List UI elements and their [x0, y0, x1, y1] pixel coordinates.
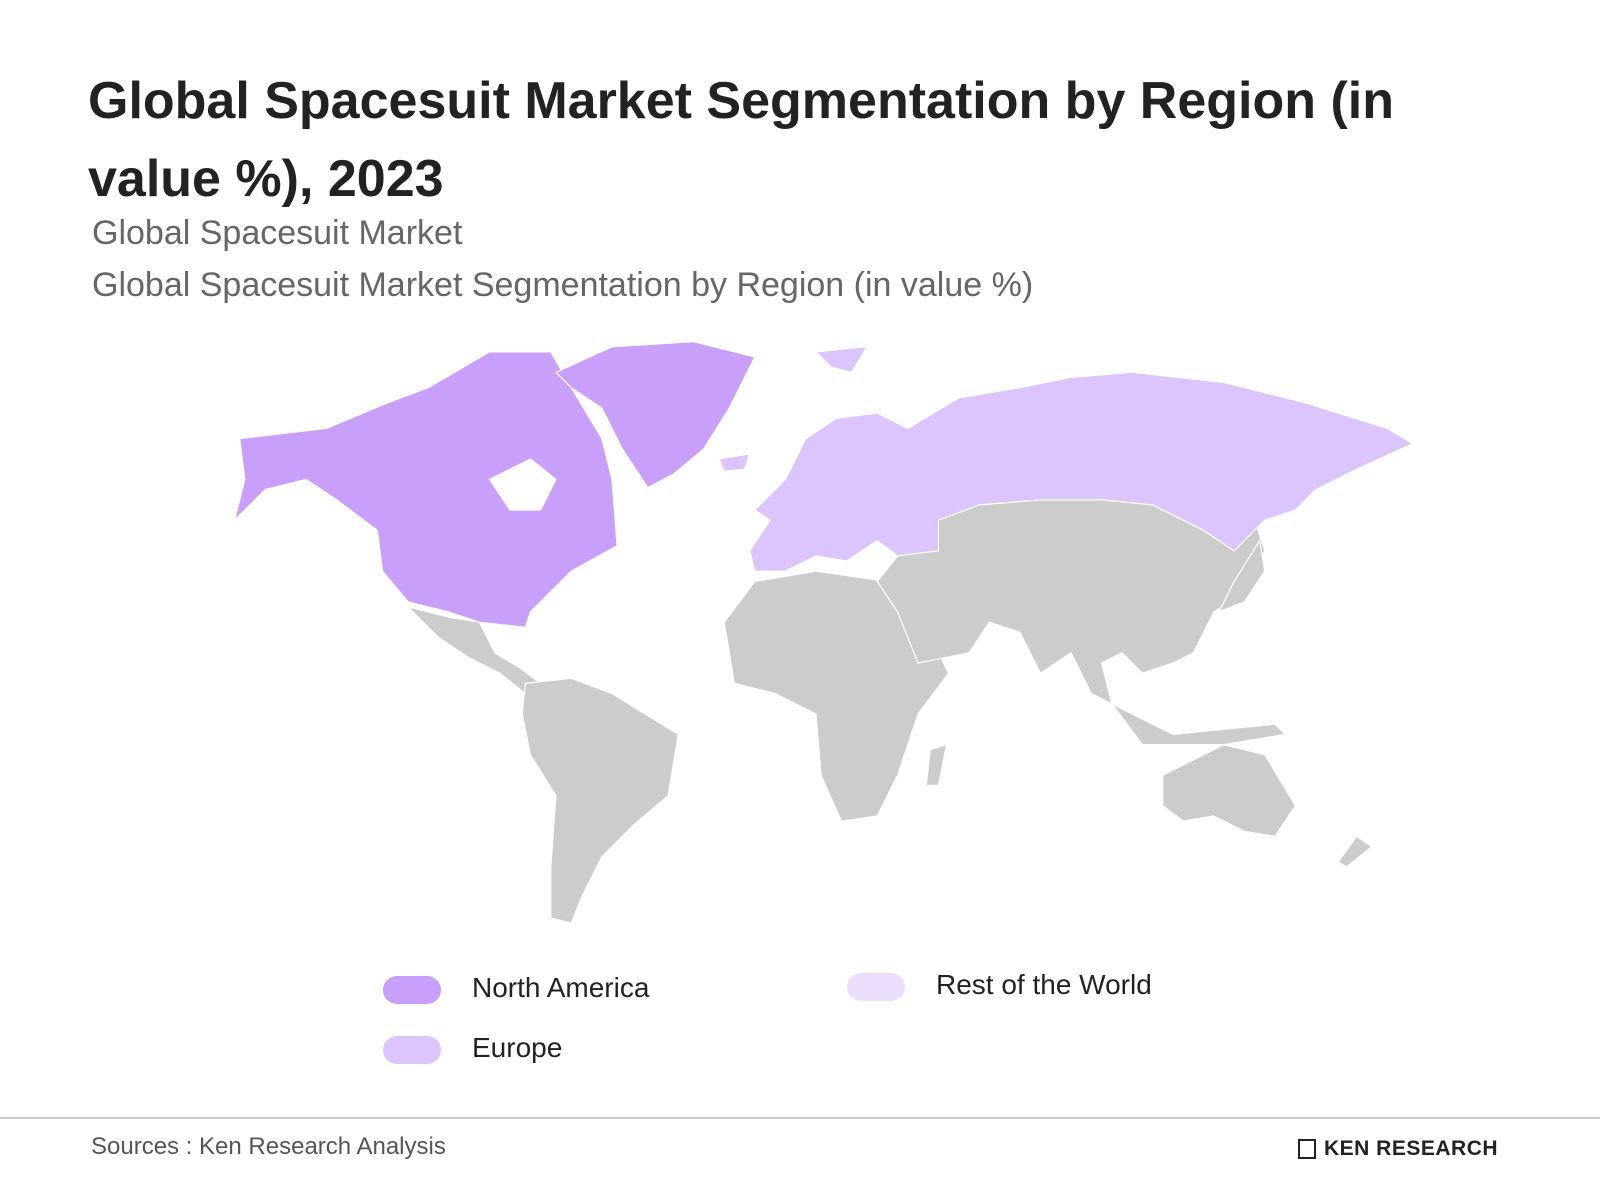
- source: Sources : Ken Research Analysis: [91, 1133, 446, 1160]
- legend-swatch: [383, 976, 441, 1004]
- region-australia: [1162, 743, 1297, 838]
- legend-label: North America: [472, 972, 650, 1003]
- title: Global Spacesuit Market Segmentation by …: [88, 72, 1394, 208]
- logo: KEN RESEARCH: [1324, 1137, 1499, 1160]
- legend-swatch: [383, 1036, 441, 1064]
- region-japan: [1217, 538, 1266, 614]
- region-madagascar: [925, 743, 948, 787]
- region-indonesia: [1111, 703, 1287, 746]
- subtitle: Global Spacesuit Market: [92, 214, 463, 252]
- region-africa: [723, 570, 950, 822]
- hudson-bay: [488, 458, 557, 511]
- world-map: [233, 341, 1415, 924]
- legend-swatch: [847, 973, 905, 1001]
- region-greenland: [554, 341, 756, 489]
- region-south-america: [521, 677, 679, 924]
- subtitle: Global Spacesuit Market Segmentation by …: [92, 266, 1034, 304]
- region-north-america: [233, 351, 618, 628]
- region-new-zealand: [1337, 835, 1373, 868]
- legend-label: Rest of the World: [936, 969, 1152, 1000]
- region-iceland: [718, 453, 751, 472]
- logo-icon: [1298, 1139, 1316, 1159]
- legend-label: Europe: [472, 1032, 563, 1063]
- region-europe: [749, 371, 1415, 572]
- footer-rule: [0, 1117, 1600, 1119]
- region-svalbard: [814, 346, 869, 374]
